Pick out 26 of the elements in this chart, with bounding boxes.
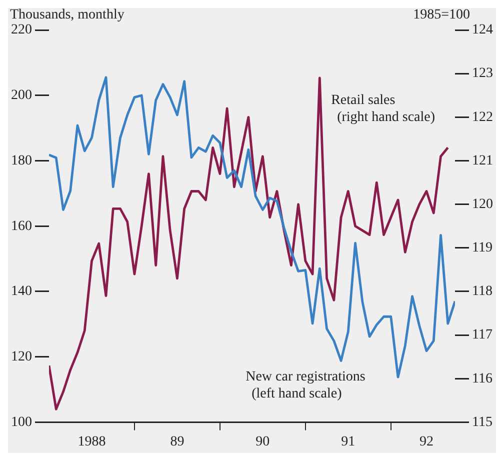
y2-tick-label: 121 — [472, 153, 493, 168]
y2-tick-label: 116 — [472, 371, 492, 386]
x-tick-label: 90 — [256, 434, 270, 450]
y2-tick-label: 119 — [472, 240, 492, 256]
y2-axis-title: 1985=100 — [413, 8, 470, 23]
y-tick-label: 100 — [11, 414, 32, 430]
x-tick-label: 91 — [341, 434, 356, 450]
series-label: Retail sales (right hand scale) — [331, 92, 436, 125]
x-tick-label: 89 — [170, 434, 184, 450]
y-tick-label: 180 — [11, 153, 32, 168]
x-tick-label: 92 — [420, 434, 434, 450]
y-tick-label: 160 — [11, 218, 32, 234]
y-tick-label: 120 — [11, 350, 32, 365]
y2-tick-label: 124 — [472, 22, 493, 38]
y2-tick-label: 115 — [472, 414, 492, 430]
y2-tick-label: 118 — [472, 284, 492, 300]
y-axis-title: Thousands, monthly — [10, 8, 124, 23]
y-tick-label: 140 — [11, 284, 32, 300]
y2-tick-label: 123 — [472, 66, 493, 82]
y2-tick-label: 122 — [472, 110, 493, 125]
x-tick-label: 1988 — [78, 434, 106, 450]
series-label: New car registrations (left hand scale) — [246, 370, 366, 402]
y2-tick-label: 117 — [472, 328, 492, 343]
y-tick-label: 220 — [11, 22, 32, 38]
y-tick-label: 200 — [11, 88, 32, 104]
y2-tick-label: 120 — [472, 196, 493, 212]
